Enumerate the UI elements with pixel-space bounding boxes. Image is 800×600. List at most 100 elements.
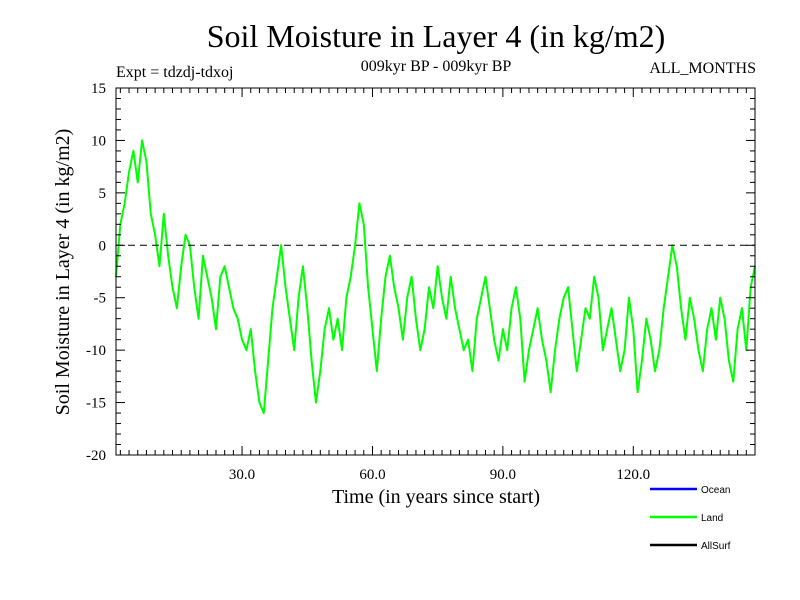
data-point bbox=[349, 275, 352, 278]
data-point bbox=[402, 338, 404, 341]
data-point bbox=[606, 328, 609, 331]
data-point bbox=[558, 317, 561, 320]
data-point bbox=[388, 254, 391, 257]
data-point bbox=[271, 307, 274, 310]
data-point bbox=[488, 307, 491, 310]
data-point bbox=[306, 307, 309, 310]
data-point bbox=[284, 286, 287, 289]
data-point bbox=[415, 317, 417, 320]
data-point bbox=[706, 328, 709, 331]
data-point bbox=[584, 307, 587, 310]
x-tick-label: 90.0 bbox=[490, 467, 516, 483]
x-tick-label: 30.0 bbox=[229, 467, 255, 483]
legend-label-land: Land bbox=[701, 513, 723, 524]
legend: Ocean Land AllSurf bbox=[650, 485, 731, 552]
data-point bbox=[397, 307, 400, 310]
data-point bbox=[501, 328, 504, 331]
x-axis-label: Time (in years since start) bbox=[332, 486, 540, 508]
data-point bbox=[541, 338, 543, 341]
data-point bbox=[432, 307, 435, 310]
plot-area: 30.0 60.0 90.0 120.0 -20 -15 -10 -5 0 5 10 15 bbox=[86, 81, 756, 483]
data-point bbox=[149, 212, 152, 215]
y-tick-label: -10 bbox=[86, 343, 106, 359]
data-point bbox=[728, 359, 730, 362]
data-point bbox=[288, 317, 291, 320]
data-point bbox=[123, 202, 126, 205]
data-point bbox=[493, 338, 496, 341]
data-point bbox=[249, 328, 252, 331]
data-point bbox=[175, 307, 178, 310]
data-point bbox=[345, 296, 348, 299]
data-point bbox=[319, 370, 322, 373]
y-tick-label: -15 bbox=[86, 396, 106, 412]
data-point bbox=[436, 265, 439, 268]
chart-title: Soil Moisture in Layer 4 (in kg/m2) bbox=[207, 18, 666, 54]
data-point bbox=[719, 296, 722, 299]
plot-frame bbox=[115, 87, 756, 456]
data-point bbox=[528, 349, 530, 352]
data-point bbox=[206, 275, 209, 278]
data-point bbox=[554, 349, 556, 352]
data-point bbox=[723, 317, 726, 320]
data-point bbox=[714, 338, 717, 341]
data-point bbox=[675, 265, 678, 268]
data-point bbox=[536, 307, 539, 310]
data-point bbox=[262, 412, 265, 414]
data-point bbox=[358, 202, 361, 205]
data-point bbox=[462, 349, 465, 352]
data-point bbox=[593, 275, 596, 278]
data-point bbox=[471, 370, 474, 373]
data-point bbox=[275, 275, 278, 278]
data-point bbox=[580, 338, 583, 341]
y-axis-label: Soil Moisture in Layer 4 (in kg/m2) bbox=[52, 129, 74, 416]
x-tick-label: 120.0 bbox=[616, 467, 650, 483]
data-point bbox=[428, 286, 430, 289]
data-point bbox=[610, 307, 613, 310]
data-point bbox=[519, 317, 522, 320]
data-point bbox=[423, 328, 426, 331]
data-point bbox=[628, 296, 630, 299]
data-point bbox=[619, 370, 622, 373]
data-point bbox=[136, 181, 139, 184]
data-point bbox=[523, 380, 526, 383]
data-point bbox=[475, 317, 478, 320]
data-point bbox=[241, 338, 243, 341]
data-point bbox=[571, 328, 574, 331]
data-point bbox=[545, 359, 548, 362]
data-point bbox=[258, 401, 261, 404]
data-point bbox=[232, 307, 235, 310]
data-point bbox=[688, 296, 691, 299]
data-point bbox=[371, 328, 374, 331]
data-point bbox=[384, 275, 387, 278]
data-point bbox=[145, 160, 148, 163]
data-point bbox=[362, 223, 365, 226]
data-point bbox=[441, 296, 443, 299]
data-point bbox=[223, 265, 226, 268]
data-point bbox=[458, 328, 461, 331]
series-line-land bbox=[115, 139, 756, 415]
data-point bbox=[302, 265, 304, 268]
data-point bbox=[219, 275, 222, 278]
data-point bbox=[741, 307, 743, 310]
data-point bbox=[467, 338, 469, 341]
data-point bbox=[510, 307, 513, 310]
data-point bbox=[549, 391, 552, 393]
data-point bbox=[636, 391, 639, 393]
data-point bbox=[497, 359, 500, 362]
data-point bbox=[323, 328, 326, 331]
legend-label-ocean: Ocean bbox=[701, 485, 730, 496]
data-point bbox=[128, 170, 130, 173]
data-point bbox=[615, 338, 617, 341]
data-point bbox=[341, 349, 343, 352]
data-point bbox=[310, 359, 313, 362]
data-point bbox=[680, 307, 682, 310]
y-tick-label: 15 bbox=[91, 81, 106, 97]
data-point bbox=[202, 254, 204, 257]
period-label: 009kyr BP - 009kyr BP bbox=[361, 58, 512, 75]
data-point bbox=[641, 359, 643, 362]
data-point bbox=[406, 296, 409, 299]
data-point bbox=[293, 349, 296, 352]
data-point bbox=[654, 370, 656, 373]
data-point bbox=[419, 349, 422, 352]
